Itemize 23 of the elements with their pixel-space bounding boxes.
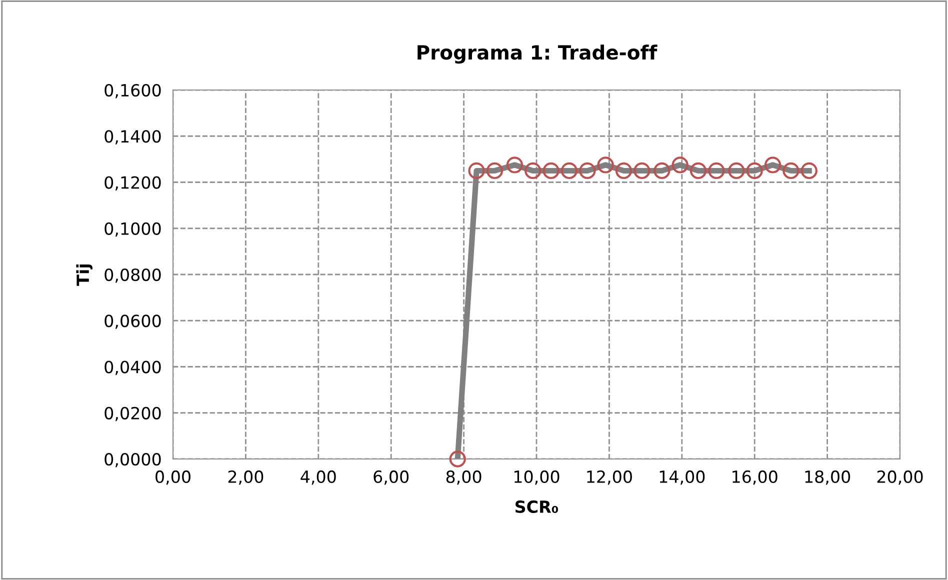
x-tick-label: 8,00 [446,470,482,485]
x-axis-title: SCR₀ [516,500,558,514]
y-tick-label: 0,1000 [104,222,161,237]
y-tick-label: 0,0400 [104,360,161,376]
x-tick-label: 10,00 [514,470,560,485]
y-tick-label: 0,0600 [104,314,161,329]
x-tick-label: 16,00 [732,470,778,485]
y-tick-label: 0,1400 [104,130,161,144]
x-tick-label: 20,00 [877,470,923,485]
x-tick-label: 0,00 [156,470,190,485]
chart-title: Programa 1: Trade-off [418,44,658,64]
x-tick-label: 18,00 [805,470,850,485]
x-tick-label: 14,00 [660,470,705,485]
y-tick-label: 0,1600 [104,84,161,98]
y-tick-label: 0,0000 [104,452,161,468]
y-axis-title: Tij [76,264,92,286]
y-tick-label: 0,0200 [104,406,161,422]
y-tick-label: 0,1200 [104,176,161,191]
x-tick-label: 6,00 [374,470,409,485]
x-tick-label: 2,00 [228,470,264,485]
y-tick-label: 0,0800 [104,268,161,283]
x-tick-label: 4,00 [300,470,336,485]
x-tick-label: 12,00 [587,470,632,485]
